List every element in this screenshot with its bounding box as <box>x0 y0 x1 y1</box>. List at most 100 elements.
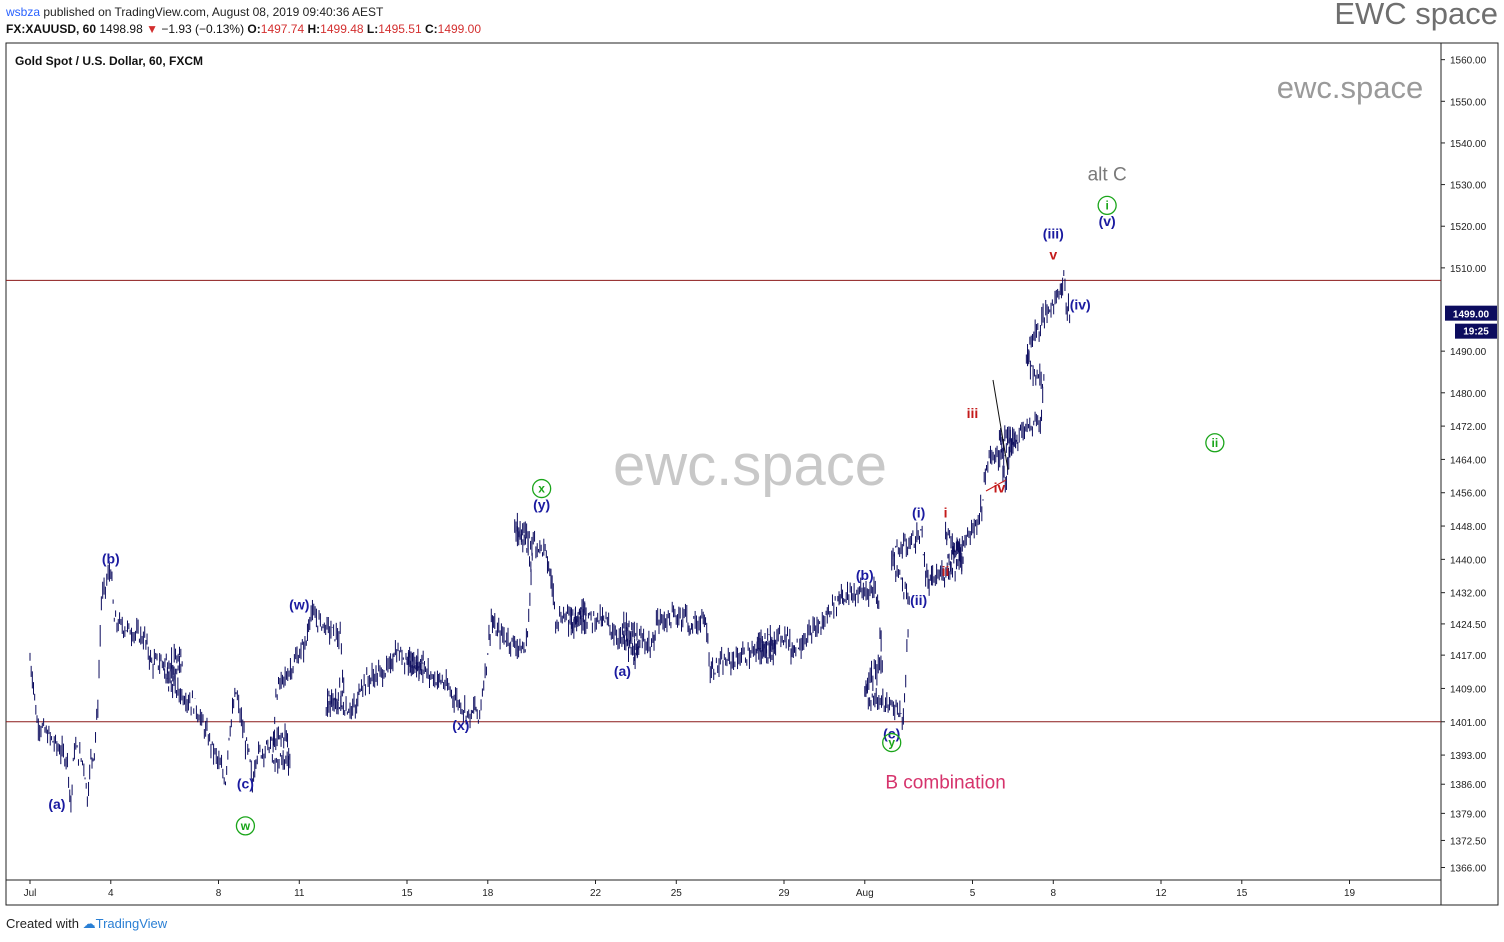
x-tick-label: 15 <box>401 888 413 899</box>
tradingview-logo-icon[interactable]: ☁ <box>82 916 96 931</box>
wave-label-circle <box>1205 433 1225 453</box>
brand-logo-text: EWC space <box>1334 0 1498 31</box>
x-tick-label: Aug <box>856 888 874 899</box>
y-tick-label: 1540.00 <box>1450 139 1487 150</box>
wave-label: (iv) <box>1070 297 1091 313</box>
y-tick-label: 1520.00 <box>1450 222 1487 233</box>
y-tick-label: 1560.00 <box>1450 56 1487 67</box>
price-axis-frame[interactable] <box>1440 42 1499 906</box>
countdown-tag <box>1455 323 1497 339</box>
created-with-text: Created with <box>6 916 79 931</box>
low-label: L: <box>366 22 379 36</box>
wave-label: (a) <box>48 796 65 812</box>
y-tick-label: 1510.00 <box>1450 264 1487 275</box>
x-tick-label: 12 <box>1155 888 1167 899</box>
last-price-label: 1499.00 <box>1453 310 1490 321</box>
countdown-label: 19:25 <box>1463 327 1489 338</box>
symbol-label: FX:XAUUSD, 60 <box>6 22 97 36</box>
wave-label: (i) <box>912 505 925 521</box>
wave-label: w <box>240 819 251 833</box>
y-tick-label: 1440.00 <box>1450 555 1487 566</box>
last-price-tag <box>1445 305 1497 321</box>
wave-label: iv <box>994 480 1006 496</box>
last-price: 1498.98 <box>99 22 143 36</box>
x-tick-label: 4 <box>108 888 114 899</box>
x-tick-label: 8 <box>216 888 222 899</box>
x-tick-label: 15 <box>1236 888 1248 899</box>
y-tick-label: 1472.00 <box>1450 422 1487 433</box>
close-label: C: <box>424 22 438 36</box>
published-text: published on TradingView.com, August 08,… <box>43 5 384 19</box>
y-tick-label: 1530.00 <box>1450 181 1487 192</box>
wave-label: alt C <box>1088 164 1127 185</box>
wave-label: i <box>1105 198 1108 212</box>
x-tick-label: 19 <box>1344 888 1356 899</box>
tradingview-link[interactable]: TradingView <box>95 916 168 931</box>
trendline[interactable] <box>992 379 1009 471</box>
wave-label: ii <box>1212 436 1219 450</box>
symbol-info: FX:XAUUSD, 60 1498.98 ▼ −1.93 (−0.13%) O… <box>6 22 481 36</box>
y-tick-label: 1456.00 <box>1450 489 1487 500</box>
y-tick-label: 1424.50 <box>1450 620 1487 631</box>
y-tick-label: 1448.00 <box>1450 522 1487 533</box>
y-tick-label: 1432.00 <box>1450 589 1487 600</box>
wave-label: (a) <box>614 663 631 679</box>
wave-label: (iii) <box>1043 226 1064 242</box>
high-label: H: <box>307 22 321 36</box>
x-tick-label: Jul <box>24 888 37 899</box>
wave-label: (c) <box>237 775 254 791</box>
y-tick-label: 1490.00 <box>1450 347 1487 358</box>
publisher-link[interactable]: wsbza <box>6 5 41 19</box>
x-tick-label: 22 <box>590 888 602 899</box>
x-tick-label: 5 <box>970 888 976 899</box>
y-tick-label: 1393.00 <box>1450 751 1487 762</box>
wave-label: (b) <box>856 567 874 583</box>
watermark-center: ewc.space <box>613 433 887 498</box>
down-arrow-icon: ▼ <box>146 22 158 36</box>
wave-label-circle <box>531 478 552 499</box>
wave-label-circle <box>882 732 902 753</box>
price-change: −1.93 (−0.13%) <box>161 22 245 36</box>
x-tick-label: 8 <box>1051 888 1057 899</box>
open-label: O: <box>247 22 261 36</box>
y-tick-label: 1409.00 <box>1450 684 1487 695</box>
y-tick-label: 1379.00 <box>1450 809 1487 820</box>
chart-title: Gold Spot / U.S. Dollar, 60, FXCM <box>15 54 203 68</box>
wave-label: y <box>888 736 895 750</box>
wave-label-circle <box>235 816 256 836</box>
wave-label: i <box>944 505 948 521</box>
wave-label: (ii) <box>910 592 927 608</box>
y-tick-label: 1401.00 <box>1450 718 1487 729</box>
wave-label: (y) <box>533 496 550 512</box>
trendline[interactable] <box>985 479 1007 492</box>
y-tick-label: 1366.00 <box>1450 864 1487 875</box>
low-value: 1495.51 <box>378 22 422 36</box>
wave-label-circle <box>1097 195 1117 216</box>
wave-label: ii <box>942 563 950 579</box>
high-value: 1499.48 <box>320 22 364 36</box>
x-tick-label: 25 <box>671 888 683 899</box>
wave-label: (w) <box>289 596 309 612</box>
wave-label: x <box>538 482 545 496</box>
wave-label: B combination <box>885 772 1005 793</box>
close-value: 1499.00 <box>437 22 482 36</box>
y-tick-label: 1372.50 <box>1450 836 1487 847</box>
y-tick-label: 1386.00 <box>1450 780 1487 791</box>
x-tick-label: 18 <box>482 888 494 899</box>
wave-label: (v) <box>1099 213 1116 229</box>
open-value: 1497.74 <box>260 22 305 36</box>
publish-info: wsbza published on TradingView.com, Augu… <box>6 5 383 19</box>
wave-label: (x) <box>452 717 469 733</box>
y-tick-label: 1550.00 <box>1450 97 1487 108</box>
y-tick-label: 1417.00 <box>1450 651 1487 662</box>
wave-label: v <box>1049 247 1057 263</box>
wave-label: (b) <box>102 551 120 567</box>
y-tick-label: 1464.00 <box>1450 455 1487 466</box>
footer: Created with ☁TradingView <box>6 916 167 932</box>
y-tick-label: 1480.00 <box>1450 389 1487 400</box>
x-tick-label: 11 <box>294 888 305 899</box>
x-tick-label: 29 <box>778 888 790 899</box>
wave-label: iii <box>967 405 979 421</box>
watermark-top-right: ewc.space <box>1277 70 1423 105</box>
